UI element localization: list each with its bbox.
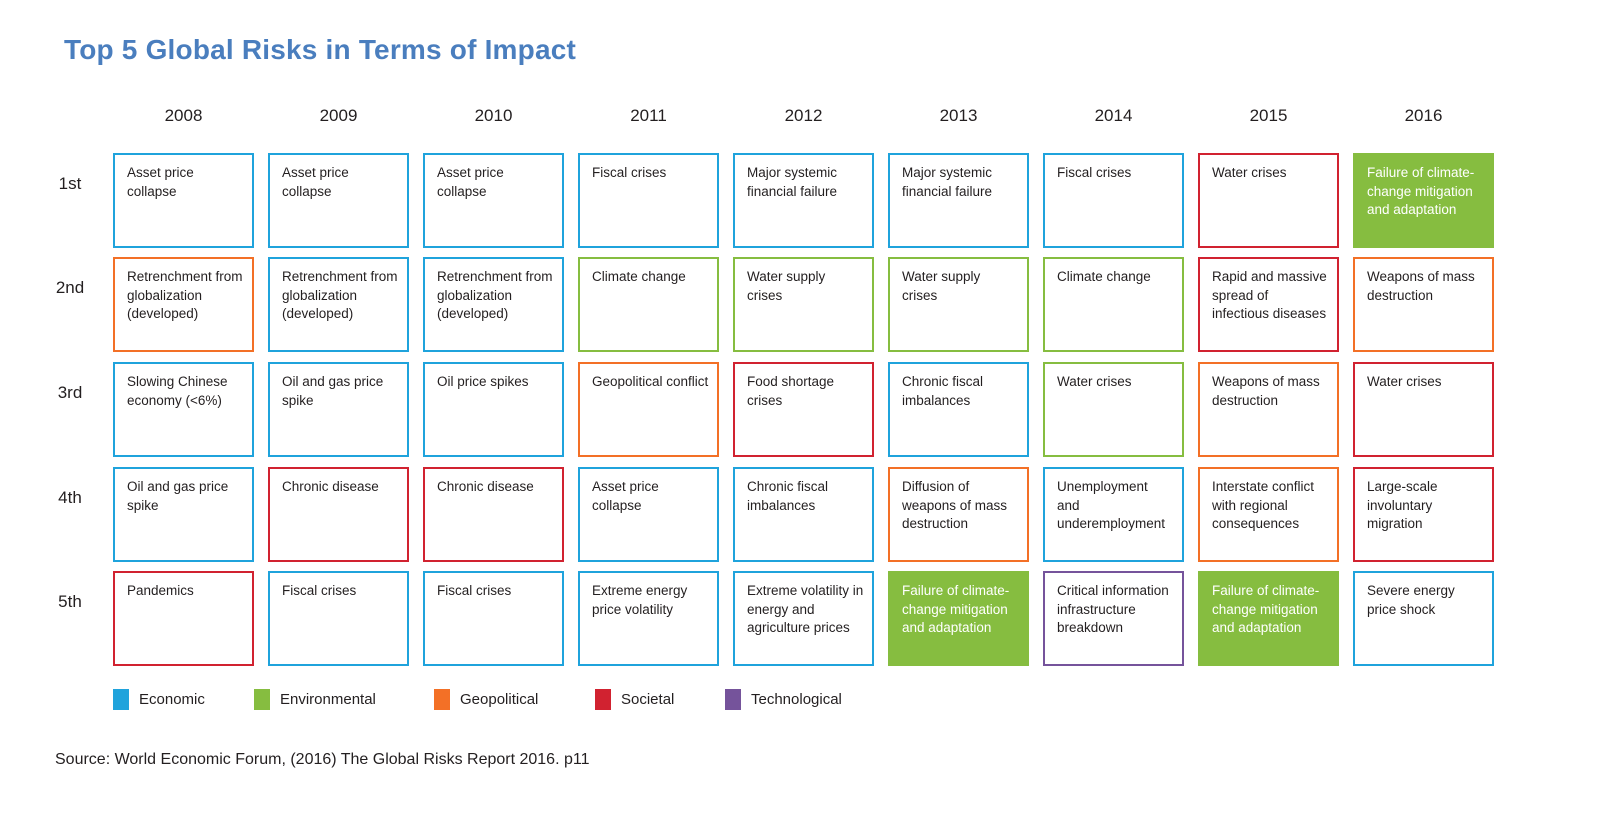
- legend-item-technological: Technological: [725, 688, 842, 710]
- risk-cell: Failure of climate-change mitigation and…: [888, 571, 1029, 666]
- risk-cell: Water crises: [1043, 362, 1184, 457]
- risk-cell: Critical information infrastructure brea…: [1043, 571, 1184, 666]
- risk-cell: Fiscal crises: [578, 153, 719, 248]
- risk-cell: Asset price collapse: [113, 153, 254, 248]
- year-header-2016: 2016: [1404, 106, 1443, 125]
- year-header-2009: 2009: [319, 106, 358, 125]
- year-header-2012: 2012: [784, 106, 823, 125]
- risk-cell: Food shortage crises: [733, 362, 874, 457]
- legend-item-environmental: Environmental: [254, 688, 376, 710]
- risk-cell: Interstate conflict with regional conseq…: [1198, 467, 1339, 562]
- risk-cell: Chronic disease: [423, 467, 564, 562]
- legend-label: Economic: [139, 690, 205, 708]
- risk-cell: Climate change: [1043, 257, 1184, 352]
- risk-cell: Asset price collapse: [423, 153, 564, 248]
- legend-label: Geopolitical: [460, 690, 539, 708]
- risk-cell: Asset price collapse: [268, 153, 409, 248]
- risk-cell: Weapons of mass destruction: [1198, 362, 1339, 457]
- year-header-2015: 2015: [1249, 106, 1288, 125]
- risk-cell: Pandemics: [113, 571, 254, 666]
- risk-cell: Major systemic financial failure: [888, 153, 1029, 248]
- risk-cell: Failure of climate-change mitigation and…: [1353, 153, 1494, 248]
- risk-cell: Oil and gas price spike: [113, 467, 254, 562]
- risk-cell: Chronic fiscal imbalances: [733, 467, 874, 562]
- risk-cell: Extreme energy price volatility: [578, 571, 719, 666]
- legend-item-geopolitical: Geopolitical: [434, 688, 538, 710]
- legend-item-societal: Societal: [595, 688, 674, 710]
- economic-color-swatch-icon: [113, 688, 129, 710]
- risk-cell: Oil and gas price spike: [268, 362, 409, 457]
- risk-cell: Asset price collapse: [578, 467, 719, 562]
- risk-cell: Climate change: [578, 257, 719, 352]
- rank-label-3rd: 3rd: [57, 383, 83, 402]
- rank-label-2nd: 2nd: [55, 278, 85, 297]
- risk-cell: Retrenchment from globalization (develop…: [268, 257, 409, 352]
- risk-cell: Water crises: [1198, 153, 1339, 248]
- geopolitical-color-swatch-icon: [434, 688, 450, 710]
- risk-cell: Weapons of mass destruction: [1353, 257, 1494, 352]
- risk-cell: Retrenchment from globalization (develop…: [113, 257, 254, 352]
- risk-cell: Failure of climate-change mitigation and…: [1198, 571, 1339, 666]
- risk-cell: Water supply crises: [733, 257, 874, 352]
- societal-color-swatch-icon: [595, 688, 611, 710]
- legend-label: Technological: [751, 690, 842, 708]
- page-title: Top 5 Global Risks in Terms of Impact: [64, 34, 577, 65]
- risk-cell: Chronic fiscal imbalances: [888, 362, 1029, 457]
- source-citation: Source: World Economic Forum, (2016) The…: [55, 751, 590, 768]
- rank-label-5th: 5th: [58, 592, 82, 611]
- year-header-2010: 2010: [474, 106, 513, 125]
- risk-cell: Diffusion of weapons of mass destruction: [888, 467, 1029, 562]
- risk-cell: Oil price spikes: [423, 362, 564, 457]
- risk-cell: Fiscal crises: [1043, 153, 1184, 248]
- risk-cell: Water crises: [1353, 362, 1494, 457]
- risk-cell: Chronic disease: [268, 467, 409, 562]
- risk-cell: Slowing Chinese economy (<6%): [113, 362, 254, 457]
- risk-cell: Fiscal crises: [268, 571, 409, 666]
- year-header-2013: 2013: [939, 106, 978, 125]
- risk-cell: Large-scale involuntary migration: [1353, 467, 1494, 562]
- risk-cell: Unemployment and underemployment: [1043, 467, 1184, 562]
- year-header-2008: 2008: [164, 106, 203, 125]
- risk-cell: Retrenchment from globalization (develop…: [423, 257, 564, 352]
- environmental-color-swatch-icon: [254, 688, 270, 710]
- technological-color-swatch-icon: [725, 688, 741, 710]
- risk-cell: Geopolitical conflict: [578, 362, 719, 457]
- risk-cell: Severe energy price shock: [1353, 571, 1494, 666]
- risk-cell: Water supply crises: [888, 257, 1029, 352]
- legend-item-economic: Economic: [113, 688, 205, 710]
- year-header-2014: 2014: [1094, 106, 1133, 125]
- year-header-2011: 2011: [630, 106, 667, 125]
- risk-cell: Fiscal crises: [423, 571, 564, 666]
- risk-cell: Rapid and massive spread of infectious d…: [1198, 257, 1339, 352]
- rank-label-4th: 4th: [58, 488, 82, 507]
- legend-label: Environmental: [280, 690, 376, 708]
- risk-cell: Major systemic financial failure: [733, 153, 874, 248]
- rank-label-1st: 1st: [58, 174, 82, 193]
- legend-label: Societal: [621, 690, 675, 708]
- risk-cell: Extreme volatility in energy and agricul…: [733, 571, 874, 666]
